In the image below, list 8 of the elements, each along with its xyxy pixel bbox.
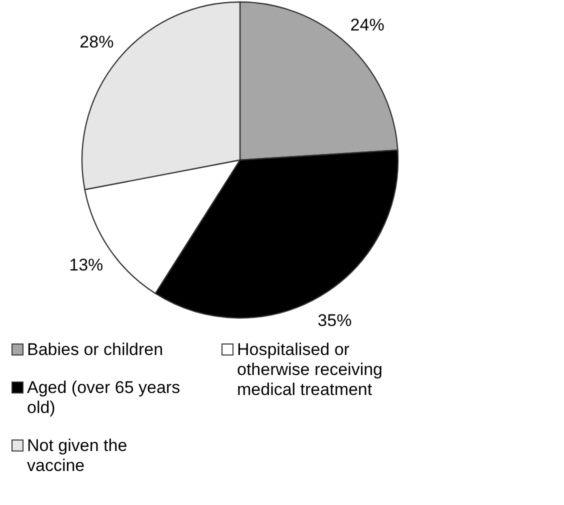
legend-label: Babies or children xyxy=(27,340,164,359)
data-label: 28% xyxy=(80,32,114,52)
data-label: 35% xyxy=(318,311,352,330)
legend-label: Not given the vaccine xyxy=(27,436,128,475)
legend-label: Aged (over 65 years old) xyxy=(27,378,180,417)
data-label: 13% xyxy=(69,256,104,275)
data-label: 24% xyxy=(350,15,384,34)
legend-label: Hospitalised or otherwise receiving medical treatment xyxy=(237,340,383,399)
